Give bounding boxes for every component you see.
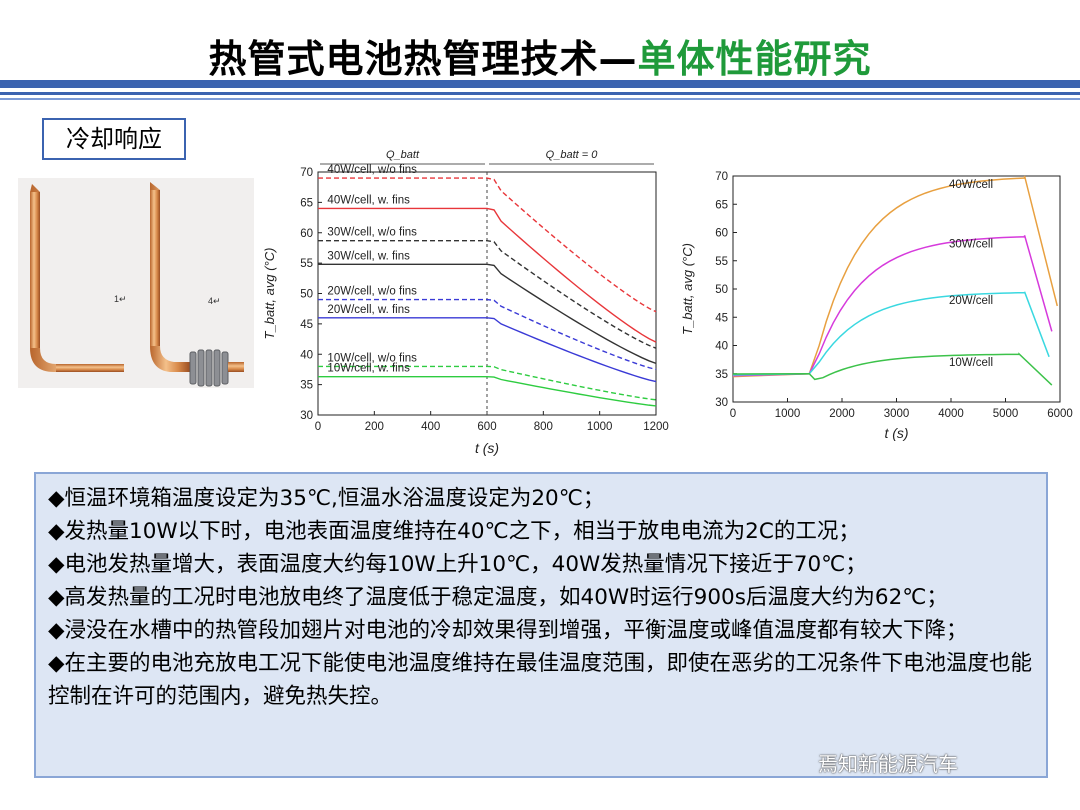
- x-tick-label: 1200: [643, 421, 669, 433]
- series-label: 10W/cell: [949, 357, 993, 369]
- series-line: [318, 376, 657, 407]
- y-axis-label: T_batt, avg (°C): [680, 243, 695, 335]
- series-label: 40W/cell, w. fins: [327, 194, 410, 206]
- title-accent: 单体性能研究: [637, 37, 872, 81]
- y-tick-label: 60: [715, 228, 728, 240]
- section-label: 冷却响应: [42, 118, 186, 160]
- series-label: 20W/cell, w. fins: [327, 304, 410, 316]
- y-tick-label: 30: [715, 397, 728, 409]
- series-line: [732, 352, 1053, 386]
- y-tick-label: 65: [715, 199, 728, 211]
- watermark: 焉知新能源汽车: [818, 752, 958, 776]
- x-tick-label: 1000: [775, 408, 801, 420]
- x-tick-label: 800: [534, 421, 553, 433]
- y-tick-label: 50: [715, 284, 728, 296]
- heat-pipe-illustration: 1↵ 4↵: [30, 182, 244, 387]
- y-tick-label: 55: [715, 256, 728, 268]
- series-line: [318, 263, 657, 365]
- top-label-cooling: Q_batt = 0: [546, 149, 599, 161]
- series-line: [318, 317, 657, 383]
- note-2: ◆发热量10W以下时，电池表面温度维持在40℃之下，相当于放电电流为2C的工况；: [48, 519, 860, 544]
- y-tick-label: 45: [300, 319, 313, 331]
- x-tick-label: 3000: [884, 408, 910, 420]
- y-tick-label: 35: [715, 369, 728, 381]
- title-divider: [0, 80, 1080, 88]
- series-line: [318, 298, 657, 371]
- note-4: ◆高发热量的工况时电池放电终了温度低于稳定温度，如40W时运行900s后温度大约…: [48, 585, 948, 610]
- x-tick-label: 2000: [829, 408, 855, 420]
- series-line: [318, 239, 657, 349]
- title-divider-light: [0, 98, 1080, 100]
- chart-cooling-fins: 0 200 400 600 800 1000 1200 30 35 40 45 50 55 60 65 70 Q…: [256, 140, 676, 470]
- x-tick-label: 600: [477, 421, 496, 433]
- page-title: 热管式电池热管理技术—单体性能研究: [0, 28, 1080, 83]
- note-1: ◆恒温环境箱温度设定为35℃,恒温水浴温度设定为20℃；: [48, 486, 605, 511]
- x-tick-label: 200: [365, 421, 384, 433]
- y-tick-label: 30: [300, 410, 313, 422]
- series-line: [318, 365, 657, 401]
- y-axis-label: T_batt, avg (°C): [262, 248, 277, 340]
- series-label: 40W/cell, w/o fins: [327, 164, 417, 176]
- series-line: [732, 175, 1059, 378]
- title-main: 热管式电池热管理技术—: [208, 37, 638, 81]
- title-divider-thin: [0, 92, 1080, 95]
- series-label: 10W/cell, w. fins: [327, 363, 410, 375]
- x-tick-label: 1000: [587, 421, 613, 433]
- series-line: [732, 291, 1050, 376]
- note-6: ◆在主要的电池充放电工况下能使电池温度维持在最佳温度范围，即使在恶劣的工况条件下…: [48, 651, 1033, 709]
- top-label-heating: Q_batt: [386, 149, 420, 161]
- note-3: ◆电池发热量增大，表面温度大约每10W上升10℃，40W发热量情况下接近于70℃…: [48, 552, 867, 577]
- chart-1-svg: 0 200 400 600 800 1000 1200 30 35 40 45 50 55 60 65 70 Q…: [262, 149, 669, 456]
- y-tick-label: 70: [715, 171, 728, 183]
- x-tick-label: 400: [421, 421, 440, 433]
- x-tick-label: 0: [730, 408, 736, 420]
- chart-2-svg: 0 1000 2000 3000 4000 5000 6000 30 35 40 45 50 55 60 6…: [680, 171, 1073, 441]
- y-tick-label: 35: [300, 380, 313, 392]
- x-tick-label: 6000: [1047, 408, 1073, 420]
- series-label: 40W/cell: [949, 179, 993, 191]
- x-tick-label: 5000: [993, 408, 1019, 420]
- y-tick-label: 55: [300, 258, 313, 270]
- note-5: ◆浸没在水槽中的热管段加翅片对电池的冷却效果得到增强，平衡温度或峰值温度都有较大…: [48, 618, 968, 643]
- photo-label-1: 1↵: [114, 294, 127, 304]
- series-line: [732, 235, 1053, 377]
- y-tick-label: 40: [300, 349, 313, 361]
- series-line: [318, 177, 657, 313]
- notes-box: ◆恒温环境箱温度设定为35℃,恒温水浴温度设定为20℃； ◆发热量10W以下时，…: [34, 472, 1048, 778]
- series-label: 20W/cell: [949, 295, 993, 307]
- x-tick-label: 4000: [938, 408, 964, 420]
- plot-frame: [732, 175, 1061, 403]
- x-tick-label: 0: [315, 421, 321, 433]
- series-line: [318, 207, 657, 343]
- chart-heating-response: 0 1000 2000 3000 4000 5000 6000 30 35 40 45 50 55 60 6…: [676, 156, 1076, 456]
- y-tick-label: 70: [300, 167, 313, 179]
- y-tick-label: 50: [300, 289, 313, 301]
- series-label: 30W/cell: [949, 238, 993, 250]
- heat-pipe-photo: 1↵ 4↵: [18, 178, 254, 388]
- series-label: 30W/cell, w/o fins: [327, 227, 417, 239]
- series-label: 30W/cell, w. fins: [327, 250, 410, 262]
- x-axis-label: t (s): [475, 440, 499, 456]
- photo-label-4: 4↵: [208, 296, 221, 306]
- y-tick-label: 65: [300, 197, 313, 209]
- x-axis-label: t (s): [884, 425, 908, 441]
- series-label: 10W/cell, w/o fins: [327, 352, 417, 364]
- y-tick-label: 60: [300, 228, 313, 240]
- series-label: 20W/cell, w/o fins: [327, 286, 417, 298]
- y-tick-label: 45: [715, 312, 728, 324]
- y-tick-label: 40: [715, 341, 728, 353]
